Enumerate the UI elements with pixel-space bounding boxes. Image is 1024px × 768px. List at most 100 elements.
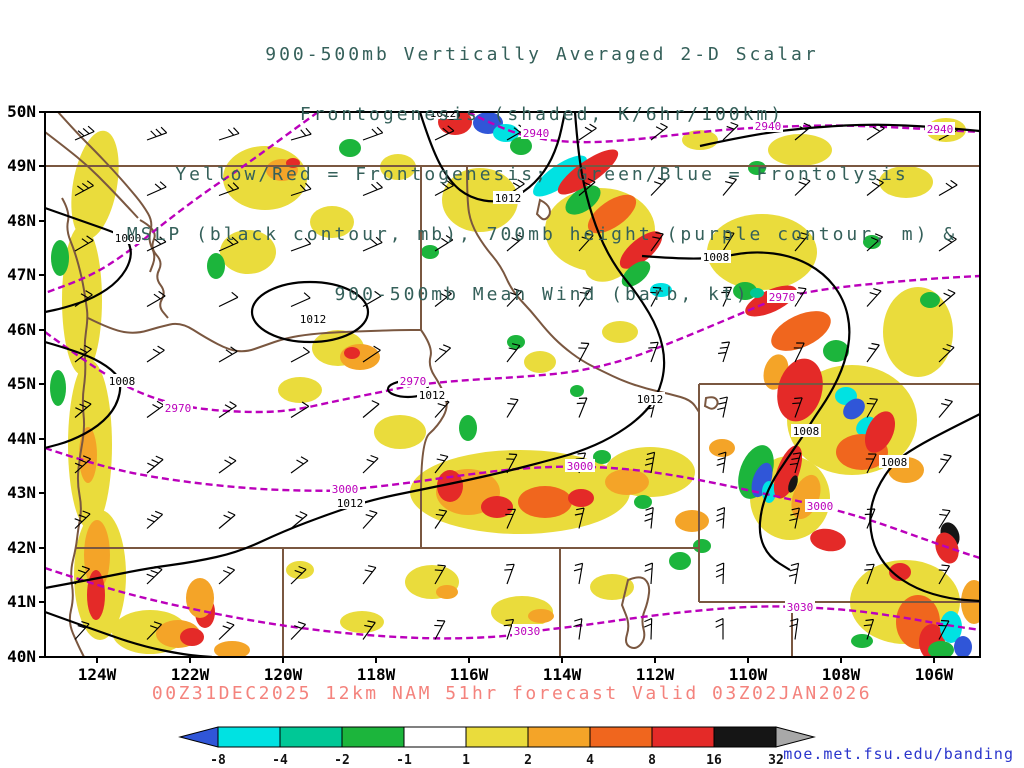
wind-barb [146, 236, 167, 252]
wind-barb [648, 341, 659, 363]
frontogenesis-shading-blob [436, 585, 458, 599]
title-line-1: 900-500mb Vertically Averaged 2-D Scalar [265, 44, 819, 65]
state-border [61, 197, 89, 657]
wind-barb [146, 400, 165, 418]
colorbar-cell [465, 726, 529, 748]
wind-barb [362, 236, 383, 252]
contour-label: 2940 [523, 127, 550, 140]
wind-barb [794, 122, 812, 141]
frontogenesis-shading-blob [879, 166, 933, 198]
frontogenesis-shading-blob [278, 377, 322, 403]
state-border [703, 396, 719, 410]
frontogenesis-shading-blob [62, 225, 102, 375]
frontogenesis-shading-blob [709, 439, 735, 457]
wind-barb [290, 127, 312, 141]
contour-label: 3000 [332, 483, 359, 496]
wind-barb [722, 176, 737, 196]
contour-label: 3030 [514, 625, 541, 638]
colorbar-label: 4 [586, 753, 594, 768]
lat-axis-label: 50N [7, 102, 36, 121]
colorbar-arrow-left [178, 726, 219, 748]
contour-label-box [521, 126, 551, 139]
wind-barb [290, 182, 312, 197]
contour-label-box [925, 122, 955, 135]
wind-barb [788, 562, 800, 585]
height-contour [45, 566, 980, 640]
state-border [57, 112, 156, 273]
wind-barb [74, 125, 95, 141]
frontogenesis-shading-blob [750, 288, 764, 298]
wind-barb [434, 344, 451, 363]
wind-barb [866, 178, 884, 196]
wind-barb [218, 127, 240, 141]
wind-barb [74, 290, 93, 307]
wind-barb [146, 455, 164, 474]
wind-barb [290, 237, 312, 252]
contour-label-box [767, 290, 797, 303]
frontogenesis-shading-blob [605, 469, 649, 495]
wind-barb [146, 181, 167, 197]
contour-label-box [398, 374, 428, 387]
frontogenesis-shading-blob [590, 574, 634, 600]
frontogenesis-shading-blob [340, 344, 380, 370]
frontogenesis-shading-blob [180, 628, 204, 646]
wind-barb [938, 343, 955, 363]
contour-label: 1012 [430, 107, 457, 120]
mslp-contour [641, 251, 851, 571]
frontogenesis-shading-blob [459, 415, 477, 441]
frontogenesis-shading-blob [851, 634, 873, 648]
frontogenesis-shading-blob [528, 609, 554, 623]
mslp-contour [45, 340, 122, 450]
frontogenesis-shading-blob [823, 340, 849, 362]
frontogenesis-shading-blob [71, 130, 119, 240]
wind-barb [146, 510, 163, 529]
lat-axis-label: 40N [7, 647, 36, 666]
frontogenesis-shading-blob [220, 230, 276, 274]
wind-barb [722, 231, 735, 252]
site-link[interactable]: moe.met.fsu.edu/banding [783, 745, 1014, 763]
contour-label: 1008 [109, 375, 136, 388]
wind-barb [938, 179, 958, 196]
wind-barb [644, 562, 654, 585]
wind-barb [290, 456, 309, 474]
lat-axis-label: 43N [7, 483, 36, 502]
wind-barb [578, 178, 596, 196]
lon-axis-label: 124W [78, 665, 117, 684]
lon-axis-label: 120W [264, 665, 303, 684]
height-contour [45, 274, 980, 414]
contour-label: 1012 [300, 313, 327, 326]
contour-label-box [565, 459, 595, 472]
colorbar-cell [403, 726, 467, 748]
frontogenesis-shading-blob [507, 335, 525, 349]
wind-barb [866, 288, 882, 307]
lon-axis-label: 112W [636, 665, 675, 684]
frontogenesis-shading-blob [186, 578, 214, 618]
frontogenesis-shading-blob [602, 321, 638, 343]
colorbar-label: -4 [272, 753, 288, 768]
wind-barb [74, 400, 92, 418]
contour-label: 1012 [495, 192, 522, 205]
wind-barb [789, 507, 800, 529]
wind-barb [715, 562, 725, 585]
wind-barb [146, 345, 165, 363]
frontogenesis-shading-blob [493, 124, 519, 142]
frontogenesis-shading-blob [587, 194, 637, 234]
frontogenesis-shading-blob [843, 398, 865, 420]
title-line-2: Frontogenesis (shaded, K/6hr/100km) [299, 104, 785, 125]
contour-label: 1008 [793, 425, 820, 438]
colorbar-label: 1 [462, 753, 470, 768]
frontogenesis-shading-blob [777, 358, 823, 422]
frontogenesis-shading-blob [954, 636, 972, 657]
contour-label-box [335, 496, 365, 509]
wind-barb [362, 126, 384, 141]
wind-barb [650, 177, 667, 196]
frontogenesis-shading-blob [920, 292, 940, 308]
wind-barb [866, 342, 880, 363]
wind-barb [938, 234, 957, 252]
contour-label: 2940 [927, 123, 954, 136]
wind-barb [74, 510, 91, 529]
contour-label-box [512, 624, 542, 637]
wind-barb [434, 619, 446, 640]
contour-label: 3000 [807, 500, 834, 513]
frontogenesis-shading-blob [437, 470, 463, 502]
